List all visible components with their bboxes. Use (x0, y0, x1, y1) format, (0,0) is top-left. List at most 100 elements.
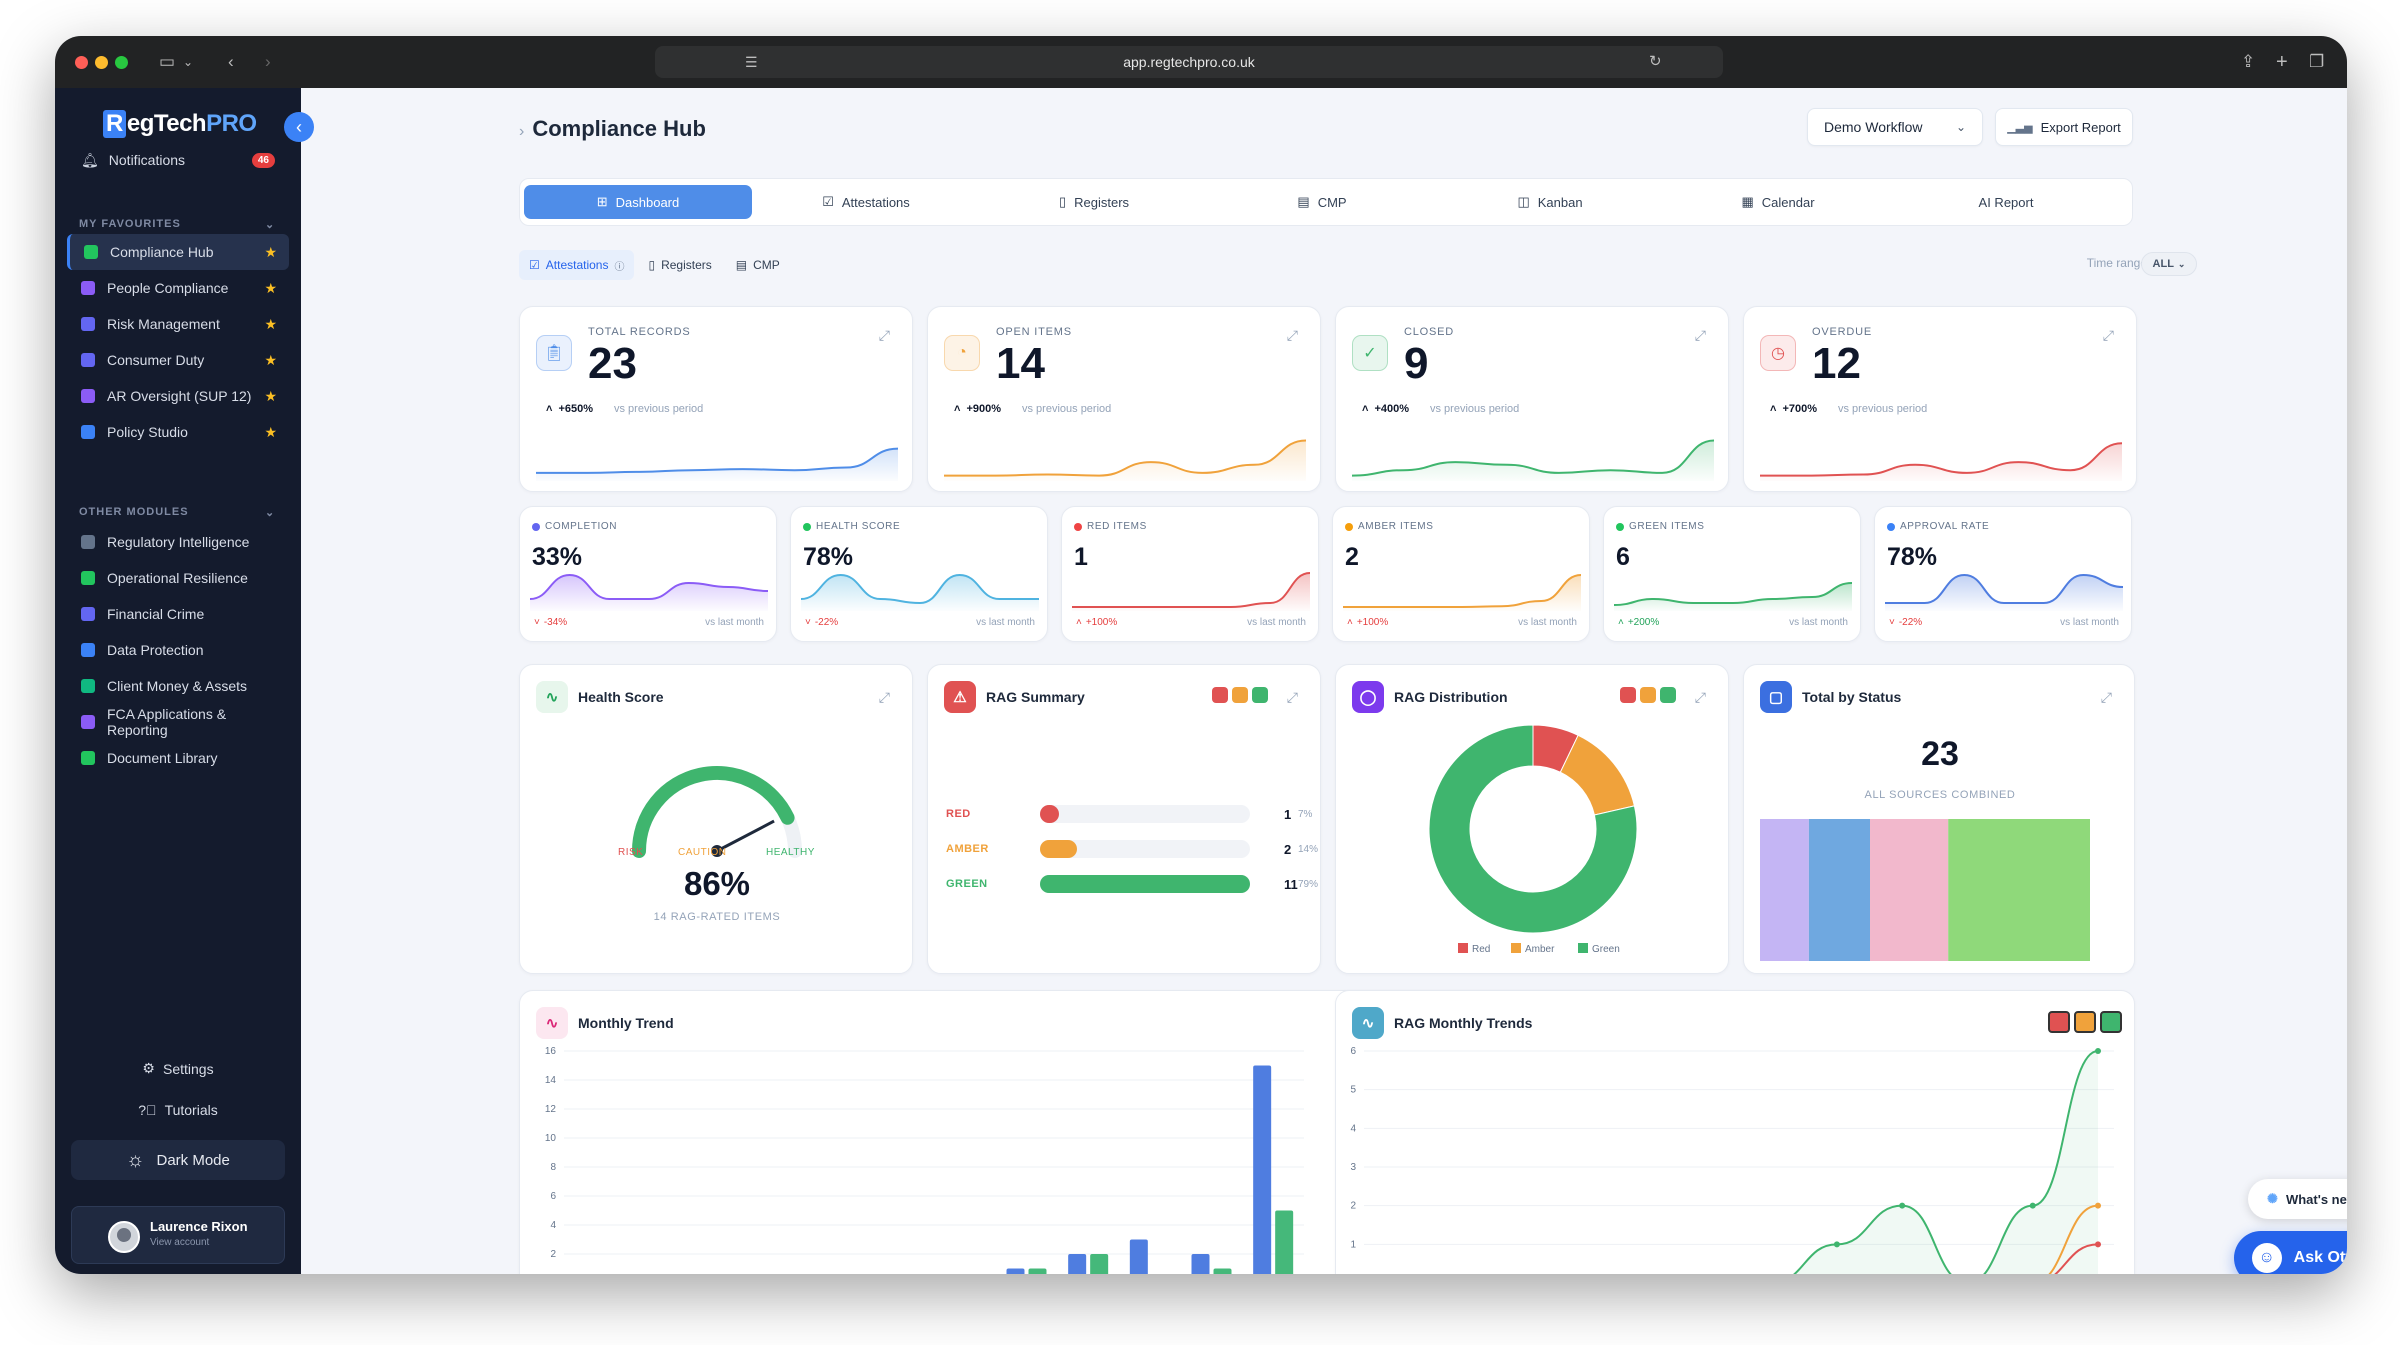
dark-mode-toggle[interactable]: ☼ Dark Mode (71, 1140, 285, 1180)
sidebar-item-financial-crime[interactable]: Financial Crime (67, 596, 289, 632)
ask-otto-button[interactable]: ☺ Ask Otto (2234, 1231, 2347, 1274)
rag-row-amber[interactable]: AMBER 2 14% (946, 838, 1318, 860)
favourites-header[interactable]: MY FAVOURITES ⌄ (79, 218, 274, 231)
sidebar-toggle-icon[interactable]: ▭ (159, 52, 176, 71)
help-icon[interactable]: ⓘ (614, 261, 625, 273)
new-tab-icon[interactable]: + (2276, 51, 2288, 73)
legend-green-swatch[interactable] (2100, 1011, 2122, 1033)
legend-red-swatch[interactable] (1620, 687, 1636, 703)
other-modules-header[interactable]: OTHER MODULES ⌄ (79, 506, 274, 519)
sidebar-item-consumer-duty[interactable]: Consumer Duty ★ (67, 342, 289, 378)
status-block[interactable] (1808, 819, 1870, 961)
status-block[interactable] (1760, 819, 1809, 961)
kpi-card-open-items[interactable]: ◔ OPEN ITEMS 14 ˄ +900% vs previous period ⤢ (927, 306, 1321, 492)
sidebar-item-risk-management[interactable]: Risk Management ★ (67, 306, 289, 342)
chevron-down-icon[interactable]: ⌄ (183, 55, 194, 69)
sidebar-item-client-money-assets[interactable]: Client Money & Assets (67, 668, 289, 704)
bar-total[interactable] (1253, 1065, 1272, 1275)
sidebar-item-document-library[interactable]: Document Library (67, 740, 289, 776)
star-icon[interactable]: ★ (264, 243, 277, 260)
expand-icon[interactable]: ⤢ (1286, 689, 1298, 705)
tab-attestations[interactable]: ☑ Attestations (752, 185, 980, 219)
sidebar-item-people-compliance[interactable]: People Compliance ★ (67, 270, 289, 306)
bar-total[interactable] (1191, 1254, 1210, 1274)
metric-card-health-score[interactable]: HEALTH SCORE 78% ˅ -22% vs last month (790, 506, 1048, 642)
legend-red-swatch[interactable] (2048, 1011, 2070, 1033)
subtab-cmp[interactable]: ▤ CMP (726, 250, 790, 280)
sidebar-item-fca-applications-reporting[interactable]: FCA Applications & Reporting (67, 704, 289, 740)
tabs-overview-icon[interactable]: ❐ (2309, 52, 2325, 71)
point-green[interactable] (2095, 1048, 2101, 1054)
metric-card-green-items[interactable]: GREEN ITEMS 6 ˄ +200% vs last month (1603, 506, 1861, 642)
reader-icon[interactable]: ☰ (745, 54, 758, 70)
legend-green-swatch[interactable] (1252, 687, 1268, 703)
address-bar[interactable]: app.regtechpro.co.uk (655, 46, 1723, 78)
legend-amber-swatch[interactable] (1232, 687, 1248, 703)
legend-amber-swatch[interactable] (1640, 687, 1656, 703)
star-icon[interactable]: ★ (264, 351, 277, 368)
status-block[interactable] (1948, 819, 2090, 961)
kpi-card-total-records[interactable]: 📋︎ TOTAL RECORDS 23 ˄ +650% vs previous perio… (519, 306, 913, 492)
sidebar-item-data-protection[interactable]: Data Protection (67, 632, 289, 668)
tab-kanban[interactable]: ◫ Kanban (1436, 185, 1664, 219)
rag-row-green[interactable]: GREEN 11 79% (946, 873, 1318, 895)
whats-new-button[interactable]: ✺ What's new (2248, 1179, 2347, 1219)
rag-row-red[interactable]: RED 1 7% (946, 803, 1316, 825)
expand-icon[interactable]: ⤢ (1694, 689, 1706, 705)
tab-dashboard[interactable]: ⊞ Dashboard (524, 185, 752, 219)
sidebar-item-notifications[interactable]: 🔔︎ Notifications 46 (67, 142, 289, 178)
export-report-button[interactable]: ▁▃▅ Export Report (1995, 108, 2133, 146)
legend-green-swatch[interactable] (1660, 687, 1676, 703)
donut-slice-green[interactable] (1428, 724, 1638, 934)
status-block[interactable] (1870, 819, 1949, 961)
back-icon[interactable]: ‹ (228, 52, 234, 71)
bar-closed[interactable] (1090, 1254, 1109, 1274)
forward-icon[interactable]: › (265, 52, 271, 71)
legend-amber-swatch[interactable] (2074, 1011, 2096, 1033)
expand-icon[interactable]: ⤢ (2102, 327, 2114, 343)
kpi-card-overdue[interactable]: ◷ OVERDUE 12 ˄ +700% vs previous period ⤢ (1743, 306, 2137, 492)
metric-card-completion[interactable]: COMPLETION 33% ˅ -34% vs last month (519, 506, 777, 642)
tab-ai-report[interactable]: AI Report (1892, 185, 2120, 219)
metric-card-red-items[interactable]: RED ITEMS 1 ˄ +100% vs last month (1061, 506, 1319, 642)
star-icon[interactable]: ★ (264, 315, 277, 332)
point-red[interactable] (2095, 1241, 2101, 1248)
settings-link[interactable]: ⚙ Settings (55, 1060, 301, 1077)
tab-calendar[interactable]: ▦ Calendar (1664, 185, 1892, 219)
sidebar-item-compliance-hub[interactable]: Compliance Hub ★ (67, 234, 289, 270)
bar-closed[interactable] (1275, 1210, 1294, 1275)
point-green[interactable] (1833, 1241, 1840, 1248)
point-amber[interactable] (2095, 1202, 2101, 1209)
bar-total[interactable] (1068, 1254, 1087, 1274)
metric-card-amber-items[interactable]: AMBER ITEMS 2 ˄ +100% vs last month (1332, 506, 1590, 642)
share-icon[interactable]: ⇪ (2241, 52, 2256, 71)
bar-closed[interactable] (1213, 1268, 1232, 1275)
expand-icon[interactable]: ⤢ (878, 327, 890, 343)
bar-total[interactable] (1129, 1239, 1148, 1275)
expand-icon[interactable]: ⤢ (2100, 689, 2112, 705)
tab-cmp[interactable]: ▤ CMP (1208, 185, 1436, 219)
bar-closed[interactable] (1028, 1268, 1047, 1275)
subtab-registers[interactable]: ▯ Registers (638, 250, 721, 280)
close-window-button[interactable] (75, 56, 88, 69)
reload-icon[interactable]: ↻ (1649, 53, 1662, 70)
sidebar-item-policy-studio[interactable]: Policy Studio ★ (67, 414, 289, 450)
collapse-sidebar-button[interactable]: ‹ (284, 112, 314, 142)
star-icon[interactable]: ★ (264, 423, 277, 440)
star-icon[interactable]: ★ (264, 387, 277, 404)
legend-red-swatch[interactable] (1212, 687, 1228, 703)
sidebar-item-ar-oversight-sup-12[interactable]: AR Oversight (SUP 12) ★ (67, 378, 289, 414)
subtab-attestations[interactable]: ☑ Attestations ⓘ (519, 250, 635, 280)
expand-icon[interactable]: ⤢ (878, 689, 890, 705)
kpi-card-closed[interactable]: ✓ CLOSED 9 ˄ +400% vs previous period ⤢ (1335, 306, 1729, 492)
metric-card-approval-rate[interactable]: APPROVAL RATE 78% ˅ -22% vs last month (1874, 506, 2132, 642)
user-account-card[interactable]: Laurence Rixon View account (71, 1206, 285, 1264)
tab-registers[interactable]: ▯ Registers (980, 185, 1208, 219)
bar-total[interactable] (1006, 1268, 1025, 1275)
expand-icon[interactable]: ⤢ (1694, 327, 1706, 343)
zoom-window-button[interactable] (115, 56, 128, 69)
tutorials-link[interactable]: ?⃝ Tutorials (55, 1102, 301, 1118)
expand-icon[interactable]: ⤢ (1286, 327, 1298, 343)
point-green[interactable] (2029, 1202, 2036, 1209)
